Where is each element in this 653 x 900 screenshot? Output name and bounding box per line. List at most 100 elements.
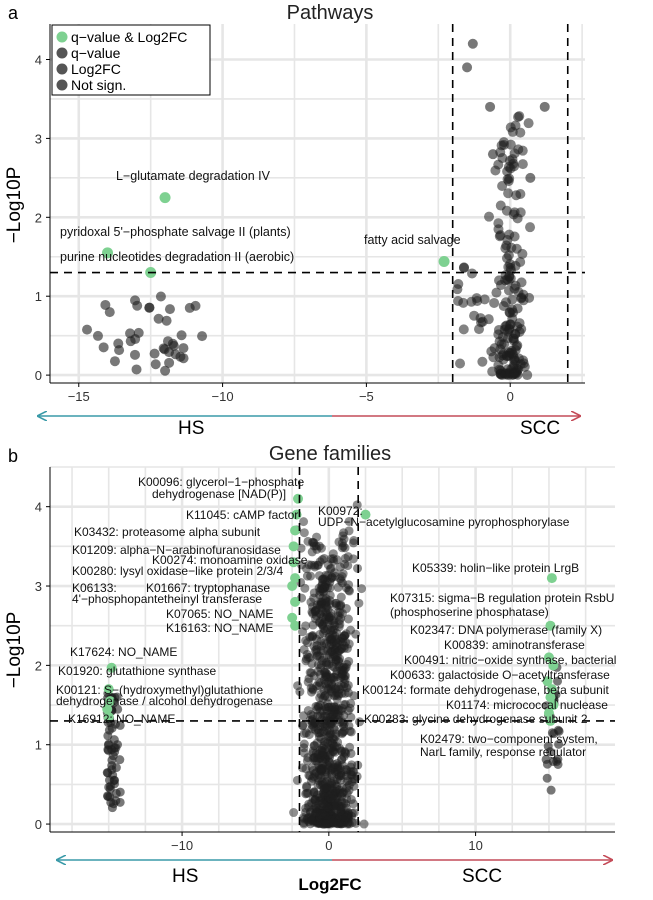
point-not-significant bbox=[316, 689, 326, 699]
point-significant bbox=[542, 676, 553, 687]
point-not-significant bbox=[487, 366, 498, 377]
point-not-significant bbox=[503, 285, 514, 296]
point-not-significant bbox=[114, 345, 125, 356]
point-not-significant bbox=[508, 158, 519, 169]
point-not-significant bbox=[317, 764, 327, 774]
point-not-significant bbox=[133, 327, 144, 338]
point-not-significant bbox=[324, 763, 334, 773]
point-not-significant bbox=[503, 250, 514, 261]
point-significant bbox=[290, 525, 301, 536]
point-not-significant bbox=[160, 365, 171, 376]
annotation-k00096: K00096: glycerol−1−phosphate bbox=[138, 475, 304, 489]
panel-a-y-axis-label: −Log10P bbox=[4, 167, 25, 244]
point-significant bbox=[293, 493, 304, 504]
point-not-significant bbox=[305, 771, 315, 781]
point-not-significant bbox=[306, 571, 316, 581]
point-not-significant bbox=[100, 299, 111, 310]
point-not-significant bbox=[502, 333, 513, 344]
point-not-significant bbox=[298, 721, 308, 731]
point-not-significant bbox=[509, 207, 520, 218]
point-not-significant bbox=[320, 800, 330, 810]
point-significant bbox=[103, 684, 114, 695]
x-tick-label: 0 bbox=[325, 838, 332, 853]
panel-a-threshold-lines bbox=[50, 24, 585, 383]
point-not-significant bbox=[98, 342, 109, 353]
annotation-k00972-line2: UDP−N−acetylglucosamine pyrophosphorylas… bbox=[318, 515, 570, 529]
point-not-significant bbox=[299, 645, 309, 655]
panel-b-x-axis-label: Log2FC bbox=[298, 875, 361, 894]
point-not-significant bbox=[313, 728, 323, 738]
point-not-significant bbox=[455, 358, 466, 369]
panel-b-y-axis-label: −Log10P bbox=[4, 612, 25, 689]
point-not-significant bbox=[302, 788, 312, 798]
point-not-significant bbox=[324, 612, 334, 622]
point-significant bbox=[159, 192, 171, 204]
point-not-significant bbox=[292, 775, 302, 785]
point-significant bbox=[546, 573, 557, 584]
point-not-significant bbox=[493, 360, 504, 371]
point-not-significant bbox=[325, 730, 335, 740]
y-tick-label: 0 bbox=[35, 817, 42, 832]
point-not-significant bbox=[493, 224, 504, 235]
point-not-significant bbox=[334, 601, 344, 611]
point-not-significant bbox=[327, 687, 337, 697]
point-not-significant bbox=[104, 725, 114, 735]
point-not-significant bbox=[326, 563, 336, 573]
point-not-significant bbox=[144, 302, 155, 313]
annotation-k00096-line2: dehydrogenase [NAD(P)] bbox=[152, 487, 286, 501]
point-significant bbox=[288, 557, 299, 568]
point-not-significant bbox=[327, 702, 337, 712]
point-not-significant bbox=[491, 287, 502, 298]
point-not-significant bbox=[346, 698, 356, 708]
point-not-significant bbox=[516, 277, 527, 288]
point-not-significant bbox=[495, 200, 506, 211]
panel-b-hs-label: HS bbox=[172, 866, 198, 887]
point-not-significant bbox=[498, 300, 509, 311]
point-not-significant bbox=[515, 359, 526, 370]
label-pyridoxal-salvage: pyridoxal 5'−phosphate salvage II (plant… bbox=[60, 225, 291, 239]
point-not-significant bbox=[336, 592, 346, 602]
point-not-significant bbox=[150, 359, 161, 370]
legend-entry-q-value: q−value bbox=[71, 45, 121, 61]
point-not-significant bbox=[515, 257, 526, 268]
annotation-k06133-line2: 4'−phosphopantetheinyl transferase bbox=[72, 592, 262, 606]
panel-b-ticks: −10 0 10 0 1 2 3 4 bbox=[35, 500, 483, 853]
point-not-significant bbox=[332, 628, 342, 638]
annotation-k17624: K17624: NO_NAME bbox=[70, 645, 177, 659]
point-not-significant bbox=[462, 62, 473, 73]
legend-entry-log2fc: Log2FC bbox=[71, 61, 121, 77]
point-not-significant bbox=[333, 767, 343, 777]
point-not-significant bbox=[344, 526, 354, 536]
point-not-significant bbox=[467, 38, 478, 49]
point-not-significant bbox=[517, 248, 528, 259]
point-not-significant bbox=[343, 561, 353, 571]
annotation-k00280: K00280: lysyl oxidase−like protein 2/3/4 bbox=[72, 564, 283, 578]
point-not-significant bbox=[302, 781, 312, 791]
point-not-significant bbox=[347, 818, 357, 828]
point-not-significant bbox=[542, 759, 552, 769]
point-not-significant bbox=[315, 586, 325, 596]
point-significant bbox=[546, 684, 557, 695]
point-not-significant bbox=[314, 749, 324, 759]
point-significant bbox=[290, 596, 301, 607]
point-not-significant bbox=[305, 653, 315, 663]
point-not-significant bbox=[178, 353, 189, 364]
point-not-significant bbox=[505, 319, 516, 330]
x-tick-label: −10 bbox=[171, 838, 193, 853]
point-significant bbox=[102, 704, 113, 715]
panel-b-threshold-lines bbox=[50, 467, 615, 832]
point-not-significant bbox=[546, 785, 556, 795]
panel-a-hs-label: HS bbox=[178, 418, 204, 439]
point-not-significant bbox=[453, 279, 464, 290]
point-not-significant bbox=[344, 516, 354, 526]
point-not-significant bbox=[161, 315, 172, 326]
point-not-significant bbox=[315, 609, 325, 619]
panel-label-a: a bbox=[8, 3, 19, 23]
point-not-significant bbox=[354, 598, 364, 608]
point-not-significant bbox=[335, 574, 345, 584]
point-not-significant bbox=[338, 666, 348, 676]
point-not-significant bbox=[352, 500, 362, 510]
annotation-k07315-line2: (phosphoserine phosphatase) bbox=[390, 605, 549, 619]
point-not-significant bbox=[176, 330, 187, 341]
